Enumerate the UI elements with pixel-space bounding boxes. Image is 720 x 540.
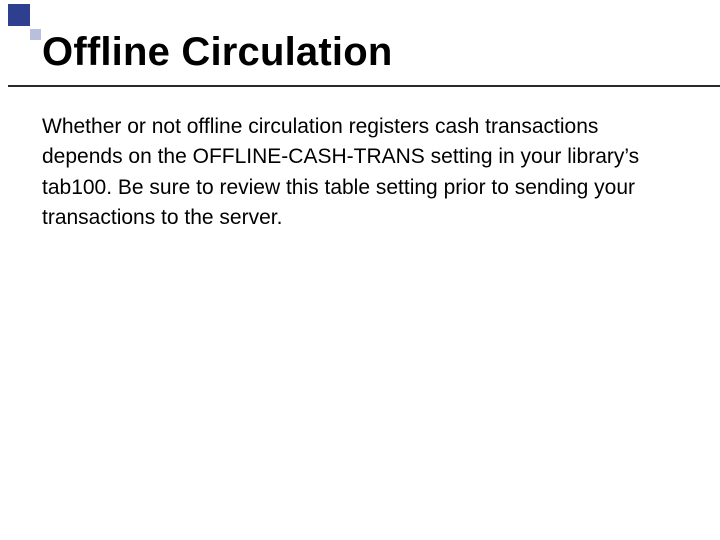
title-underline-rule [8,85,720,87]
slide-body-text: Whether or not offline circulation regis… [42,112,672,234]
accent-square-large [8,4,30,26]
accent-square-small [30,29,41,40]
slide-title: Offline Circulation [42,30,392,75]
